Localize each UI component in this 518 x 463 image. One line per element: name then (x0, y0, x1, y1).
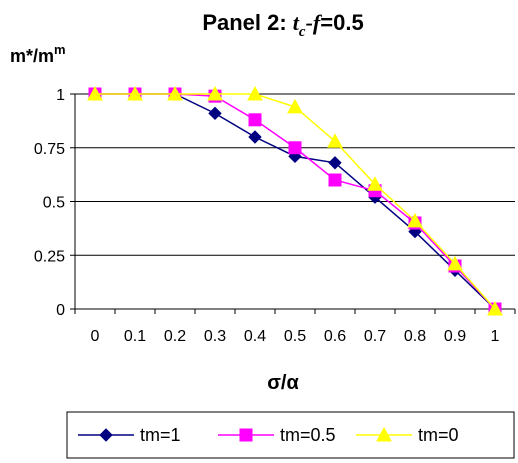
legend-box (66, 411, 515, 459)
series-2-point-5 (287, 98, 303, 114)
x-axis-label: σ/α (267, 372, 299, 394)
x-tick-label-3: 0.3 (204, 328, 226, 345)
x-tick-label-9: 0.9 (444, 328, 466, 345)
series-2-point-10 (487, 300, 503, 316)
gridlines (75, 93, 515, 256)
series-1-point-5 (288, 141, 302, 155)
chart-title: Panel 2: tc-f=0.5 (202, 10, 363, 40)
series-2-point-7 (367, 176, 383, 191)
legend-marker-2 (376, 426, 392, 442)
series-2 (87, 85, 503, 316)
y-axis-label: m*/mm (10, 42, 66, 66)
series-group (87, 85, 503, 316)
y-tick-label-0: 0 (56, 302, 65, 319)
series-1-point-6 (328, 173, 342, 187)
x-tick-label-5: 0.5 (284, 328, 306, 345)
series-2-point-1 (127, 85, 143, 101)
legend-marker-1 (239, 428, 253, 442)
legend: tm=1 tm=0.5 tm=0 (66, 411, 515, 459)
x-tick-label-10: 1 (491, 328, 500, 345)
series-1-point-4 (248, 113, 262, 127)
y-tick-label-4: 1 (56, 87, 65, 104)
y-tick-label-3: 0.75 (34, 141, 65, 158)
series-2-point-3 (207, 85, 223, 101)
x-tick-label-6: 0.6 (324, 328, 346, 345)
y-tick-label-1: 0.25 (34, 248, 65, 265)
legend-marker-0 (99, 428, 113, 442)
series-2-point-2 (167, 85, 183, 101)
legend-entry-0: tm=1 (78, 425, 181, 445)
series-0-point-6 (328, 156, 342, 170)
series-2-point-6 (327, 133, 343, 148)
legend-label-1: tm=0.5 (280, 425, 336, 445)
axes (70, 93, 516, 314)
x-tick-label-7: 0.7 (364, 328, 386, 345)
x-tick-label-0: 0 (91, 328, 100, 345)
y-tick-labels: 0 0.25 0.5 0.75 1 (34, 87, 65, 319)
series-2-point-9 (447, 255, 463, 271)
x-tick-label-2: 0.2 (164, 328, 186, 345)
series-2-point-8 (407, 212, 423, 228)
y-tick-label-2: 0.5 (43, 195, 65, 212)
legend-label-2: tm=0 (418, 425, 459, 445)
legend-entry-2: tm=0 (356, 425, 459, 445)
x-tick-label-8: 0.8 (404, 328, 426, 345)
series-0-point-4 (248, 130, 262, 144)
x-tick-label-1: 0.1 (124, 328, 146, 345)
x-tick-label-4: 0.4 (244, 328, 266, 345)
series-0-point-3 (208, 106, 222, 121)
legend-entry-1: tm=0.5 (218, 425, 336, 445)
series-2-point-4 (247, 85, 263, 101)
x-tick-labels: 0 0.1 0.2 0.3 0.4 0.5 0.6 0.7 0.8 0.9 1 (91, 328, 500, 345)
series-2-point-0 (87, 85, 103, 101)
legend-label-0: tm=1 (140, 425, 181, 445)
